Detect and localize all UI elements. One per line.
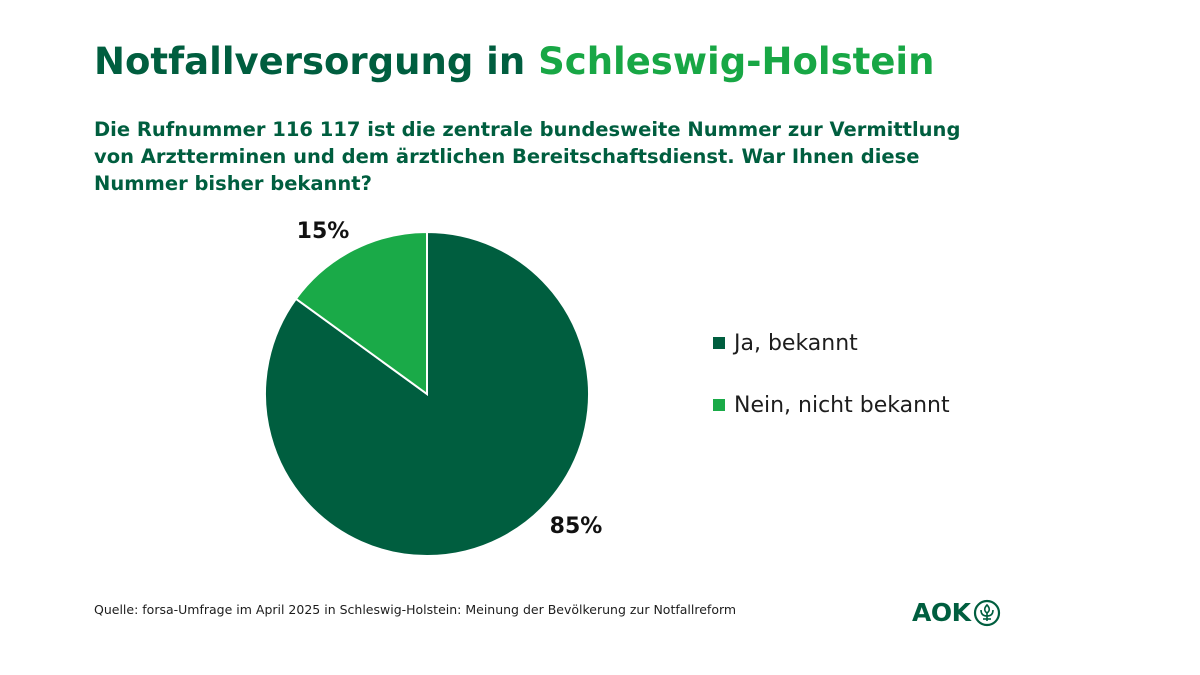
- aok-tree-icon: [974, 599, 1001, 626]
- legend-label-yes: Ja, bekannt: [734, 330, 858, 356]
- page-title: Notfallversorgung in Schleswig-Holstein: [94, 40, 935, 83]
- title-part-region-label: Notfallversorgung in: [94, 40, 526, 83]
- legend-swatch-yes: [713, 337, 725, 349]
- legend-item-yes: Ja, bekannt: [713, 326, 950, 360]
- data-label-no: 15%: [297, 219, 350, 244]
- data-label-yes: 85%: [550, 514, 603, 539]
- pie-slice-no: [294, 230, 428, 396]
- legend-swatch-no: [713, 399, 725, 411]
- title-part-state-name: Schleswig-Holstein: [538, 40, 935, 83]
- legend-item-no: Nein, nicht bekannt: [713, 388, 950, 422]
- survey-question: Die Rufnummer 116 117 ist die zentrale b…: [94, 118, 961, 195]
- logo-text: AOK: [912, 598, 971, 627]
- chart-legend: Ja, bekannt Nein, nicht bekannt: [713, 326, 950, 450]
- legend-label-no: Nein, nicht bekannt: [734, 392, 950, 418]
- source-note: Quelle: forsa-Umfrage im April 2025 in S…: [94, 602, 737, 617]
- aok-logo: AOK: [912, 598, 1001, 627]
